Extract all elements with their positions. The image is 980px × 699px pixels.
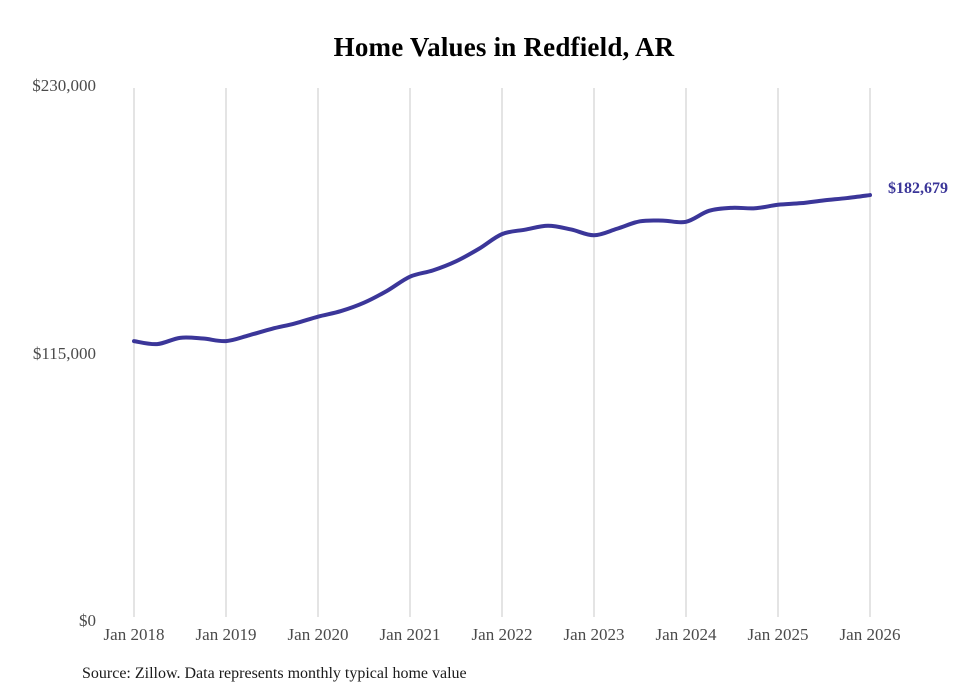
source-note: Source: Zillow. Data represents monthly … [82,665,467,682]
y-axis-tick-label: $0 [79,611,96,630]
x-axis-tick-label: Jan 2023 [563,625,625,644]
x-axis-tick-label: Jan 2019 [195,625,257,644]
x-axis-tick-label: Jan 2025 [747,625,809,644]
y-axis-tick-label: $115,000 [32,343,96,363]
end-value-label: $182,679 [888,180,948,198]
gridlines-group [133,88,871,617]
x-axis-tick-label: Jan 2021 [379,625,441,644]
chart-title: Home Values in Redfield, AR [333,32,675,62]
x-axis-tick-label: Jan 2026 [839,625,901,644]
x-axis-tick-label: Jan 2022 [471,625,533,644]
x-axis-tick-label: Jan 2024 [655,625,717,644]
x-axis-tick-label: Jan 2020 [287,625,349,644]
value-line-series [132,193,872,347]
x-axis-tick-label: Jan 2018 [103,625,165,644]
y-axis-tick-label: $230,000 [32,76,96,95]
